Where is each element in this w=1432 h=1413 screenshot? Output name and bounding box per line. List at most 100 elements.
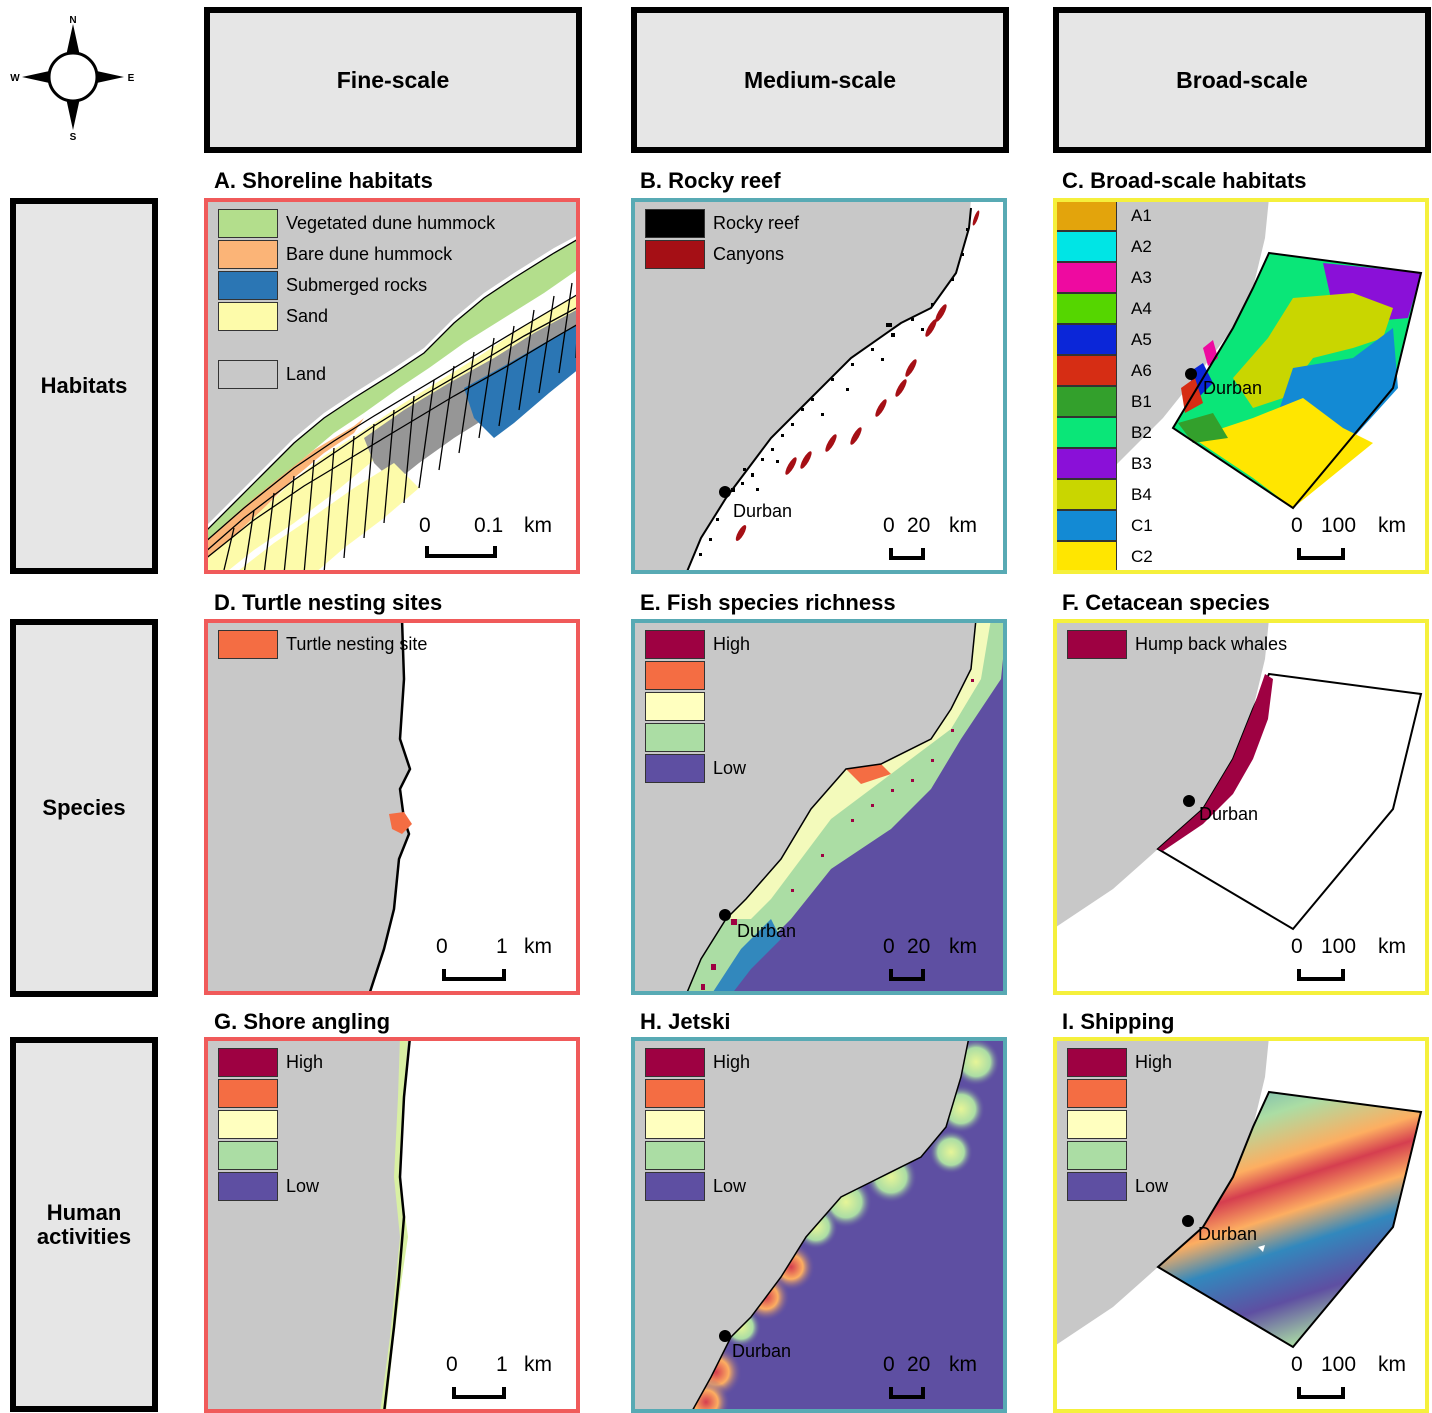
row-header-habitats: Habitats [10,198,158,574]
legend-label: C2 [1131,546,1153,566]
legend-item [1067,1140,1172,1171]
legend-item: High [1067,1047,1172,1078]
legend-swatch [218,302,278,331]
legend-swatch [645,754,705,783]
legend-item: High [645,629,750,660]
scale-unit: km [949,1353,977,1376]
scale-label-right: 1 [496,935,508,958]
legend-swatch [218,1079,278,1108]
compass-w: W [10,73,20,84]
legend-swatch [645,1079,705,1108]
scale-bar [889,969,925,981]
legend-swatch [1055,200,1117,231]
city-label: Durban [732,1341,792,1361]
legend-label: Vegetated dune hummock [286,213,496,233]
scale-label-right: 20 [907,1353,931,1376]
legend-g: High Low [218,1047,323,1202]
legend-label: C1 [1131,515,1153,535]
column-header-broad: Broad-scale [1053,7,1431,153]
legend-item [1067,1109,1172,1140]
scale-bar [1297,1387,1345,1399]
legend-item [218,1109,323,1140]
legend-swatch [1055,262,1117,293]
legend-swatch [1055,355,1117,386]
legend-label: Bare dune hummock [286,244,453,264]
legend-item: Submerged rocks [218,270,495,301]
legend-item: Low [645,753,750,784]
city-label: Durban [737,921,797,941]
scale-label-right: 20 [907,935,931,958]
panel-title-c: C. Broad-scale habitats [1062,168,1307,193]
legend-item [645,1140,750,1171]
panel-f-cetacean-species: Hump back whales Durban 0 100 km [1053,619,1429,995]
legend-item: High [645,1047,750,1078]
legend-swatch [645,661,705,690]
scale-bar [1297,969,1345,981]
scale-bar [442,969,506,981]
city-marker [719,909,731,921]
legend-item: High [218,1047,323,1078]
city-label: Durban [1203,378,1263,398]
legend-swatch [218,271,278,300]
row-header-species: Species [10,619,158,997]
scale-label-left: 0 [419,514,431,537]
scale-label-left: 0 [446,1353,458,1376]
scale-unit: km [1378,935,1406,958]
panel-a-shoreline-habitats: Vegetated dune hummock Bare dune hummock… [204,198,580,574]
legend-item [645,691,750,722]
legend-item: Low [218,1171,323,1202]
legend-label: Land [286,364,327,384]
legend-swatch [218,1141,278,1170]
scale-label-left: 0 [1291,514,1303,537]
legend-label: Low [1135,1176,1169,1196]
legend-swatch [218,240,278,269]
legend-swatch [1067,1110,1127,1139]
scale-unit: km [1378,1353,1406,1376]
scale-label-right: 100 [1321,935,1357,958]
legend-swatch [218,209,278,238]
scale-label-right: 100 [1321,1353,1357,1376]
legend-label: High [286,1052,324,1072]
scale-unit: km [524,514,552,537]
panel-title-g: G. Shore angling [214,1009,391,1034]
scale-label-right: 1 [496,1353,508,1376]
city-marker [1185,368,1197,380]
legend-label: B2 [1131,422,1152,442]
legend-label: Canyons [713,244,785,264]
legend-item: Low [645,1171,750,1202]
legend-swatch [1067,630,1127,659]
legend-item: C2 [1055,541,1153,572]
city-label: Durban [1199,804,1259,824]
legend-label: Rocky reef [713,213,800,233]
city-label: Durban [733,501,793,521]
rocky-reef-map [631,198,980,574]
legend-item: B2 [1055,417,1153,448]
legend-swatch [645,1048,705,1077]
legend-swatch [1067,1141,1127,1170]
column-header-medium: Medium-scale [631,7,1009,153]
scale-label-right: 100 [1321,514,1357,537]
legend-item: B3 [1055,448,1153,479]
legend-item [645,660,750,691]
legend-swatch [1055,324,1117,355]
legend-swatch [1055,231,1117,262]
panel-title-i: I. Shipping [1062,1009,1175,1034]
legend-item: A1 [1055,200,1153,231]
panel-b-rocky-reef: Rocky reef Canyons Durban 0 20 km [631,198,1007,574]
legend-item [1067,1078,1172,1109]
legend-swatch [218,360,278,389]
scale-unit: km [949,935,977,958]
legend-item: A4 [1055,293,1153,324]
legend-item: A3 [1055,262,1153,293]
panel-title-h: H. Jetski [640,1009,731,1034]
legend-label: Low [713,758,747,778]
legend-item: Sand [218,301,495,332]
legend-swatch [645,1141,705,1170]
panel-h-jetski: High Low Durban 0 20 km [631,1037,1007,1413]
legend-label: A5 [1131,329,1152,349]
scale-bar [425,546,497,558]
legend-swatch [218,1048,278,1077]
compass-rose-icon: N S W E [10,15,134,142]
legend-swatch [645,630,705,659]
cetacean-map [1053,619,1423,931]
